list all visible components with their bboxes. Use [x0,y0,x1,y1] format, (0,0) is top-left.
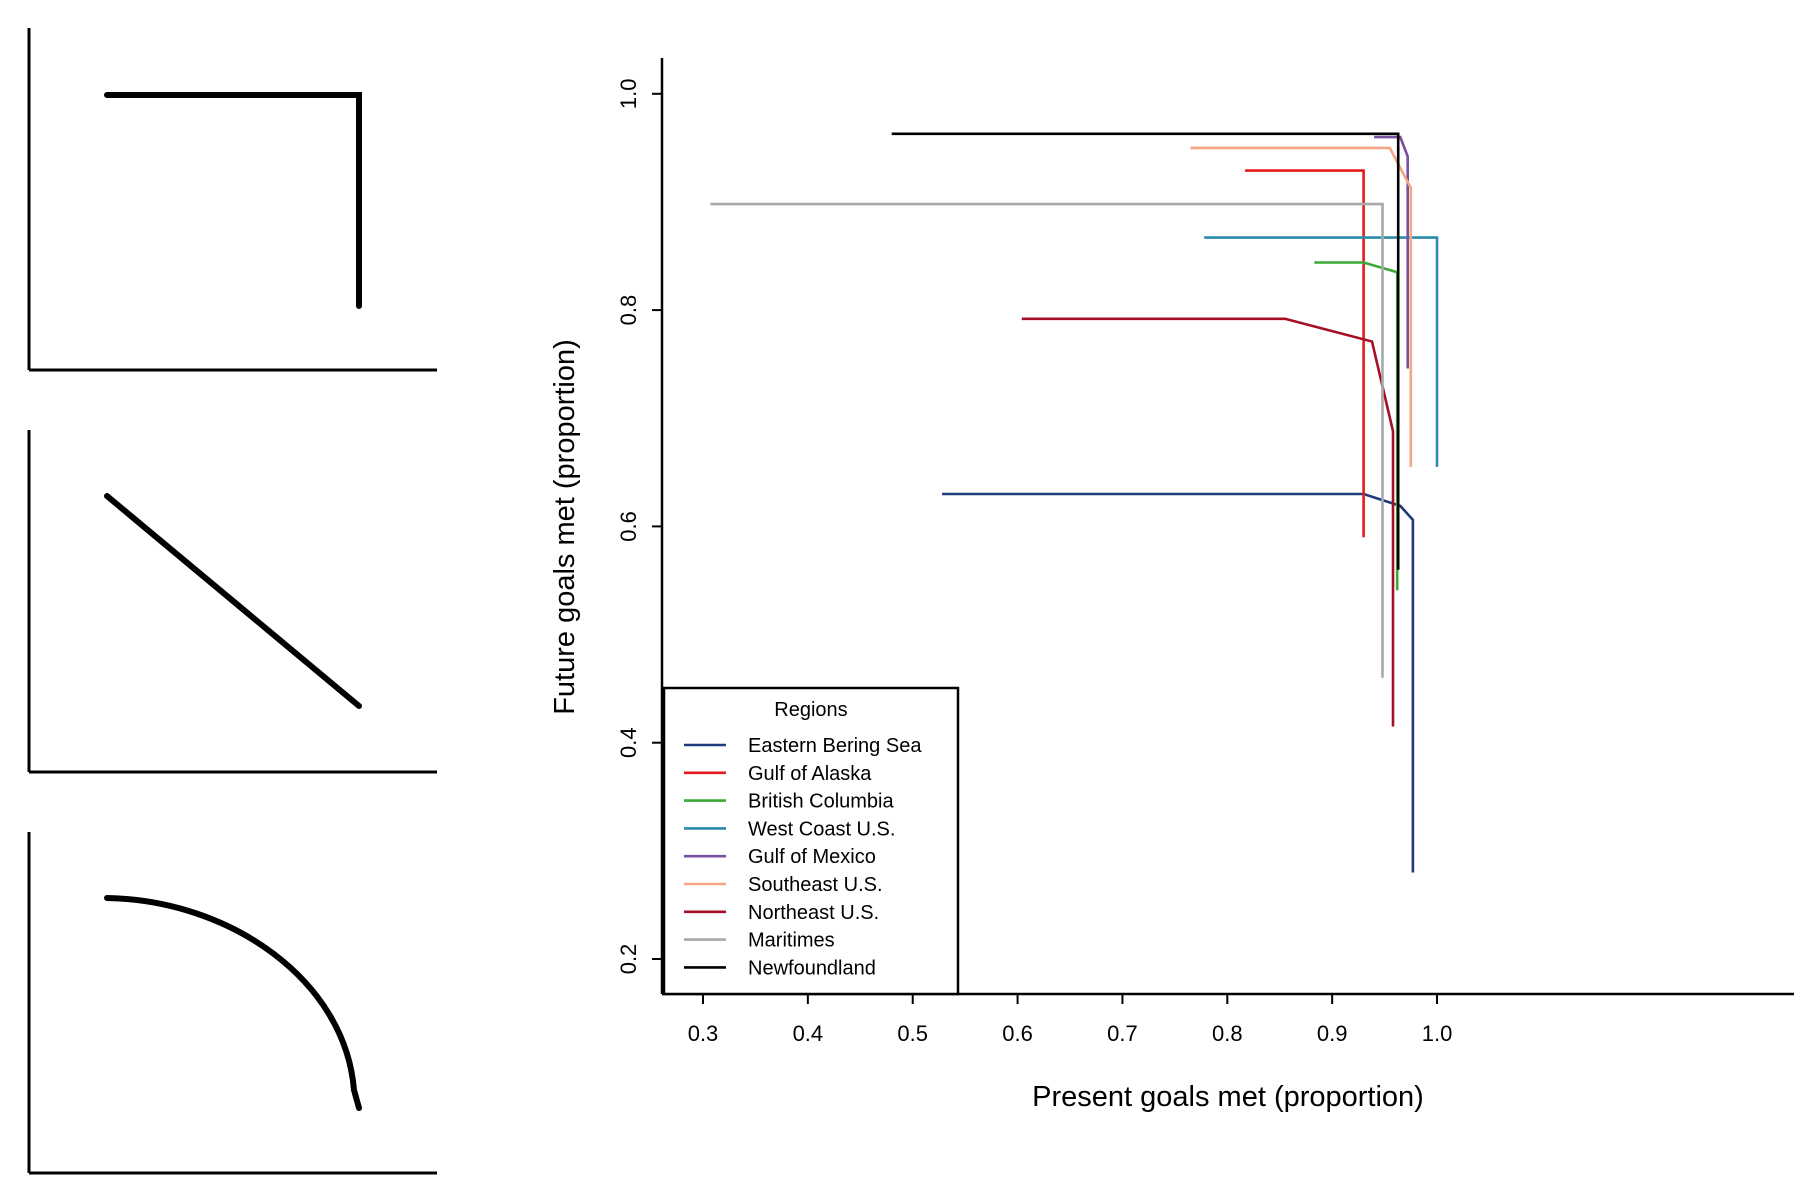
x-tick-label: 0.3 [688,1021,719,1046]
x-axis-title: Present goals met (proportion) [1032,1081,1424,1113]
y-tick-label: 1.0 [616,79,641,110]
series-line-maritimes [710,202,1384,678]
schematic-curve-diagonal [104,493,362,709]
legend-label: Newfoundland [748,957,876,979]
schematic-panel-top [27,28,437,372]
legend-label: Gulf of Alaska [748,763,872,785]
legend-box [662,686,960,996]
legend: Regions Eastern Bering Sea Gulf of Alaska… [662,686,960,996]
legend-label: Southeast U.S. [748,874,883,896]
legend-label: Maritimes [748,930,835,952]
series-line-west-coast-u-s [1204,236,1439,467]
main-chart: 0.3 0.4 0.5 0.6 0.7 0.8 0.9 1.0 0.2 0.4 0.6 0.8 1.0… [549,58,1794,1113]
x-tick-label: 0.5 [897,1021,928,1046]
y-tick-label: 0.2 [616,944,641,975]
y-ticks: 0.2 0.4 0.6 0.8 1.0 [616,79,662,975]
x-tick-label: 0.6 [1002,1021,1033,1046]
series-line-gulf-of-alaska [1245,169,1365,538]
legend-label: Gulf of Mexico [748,846,876,868]
x-tick-label: 0.4 [793,1021,824,1046]
legend-title: Regions [774,699,847,721]
schematic-curve-concave [104,895,362,1111]
series-line-southeast-u-s [1190,146,1413,467]
x-ticks: 0.3 0.4 0.5 0.6 0.7 0.8 0.9 1.0 [688,994,1453,1046]
series-line-gulf-of-mexico [1374,135,1409,369]
schematic-panel-middle [27,430,437,774]
x-tick-label: 1.0 [1422,1021,1453,1046]
x-tick-label: 0.7 [1107,1021,1138,1046]
series-lines [710,132,1439,873]
legend-label: British Columbia [748,791,894,813]
y-axis-title: Future goals met (proportion) [549,339,581,715]
x-tick-label: 0.8 [1212,1021,1243,1046]
series-line-newfoundland [891,132,1400,570]
schematic-curve-right-angle [104,92,362,309]
series-line-northeast-u-s [1021,317,1395,727]
legend-items: Eastern Bering Sea Gulf of Alaska British … [684,735,922,979]
schematic-panel-bottom [27,832,437,1175]
legend-label: West Coast U.S. [748,818,895,840]
y-tick-label: 0.6 [616,511,641,542]
x-tick-label: 0.9 [1317,1021,1348,1046]
legend-label: Northeast U.S. [748,902,879,924]
y-tick-label: 0.8 [616,295,641,326]
series-line-eastern-bering-sea [942,492,1415,873]
legend-label: Eastern Bering Sea [748,735,922,757]
y-tick-label: 0.4 [616,727,641,758]
series-line-british-columbia [1314,261,1399,591]
